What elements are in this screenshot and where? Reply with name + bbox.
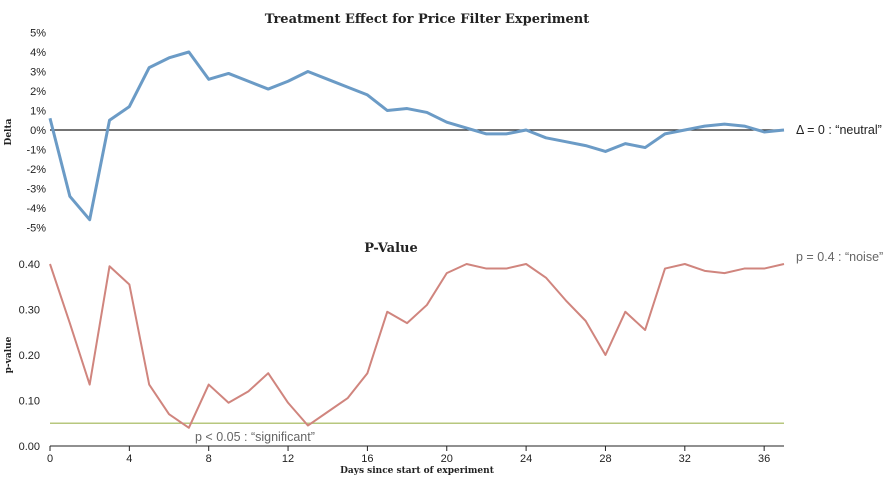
x-tick-label: 0 bbox=[47, 453, 53, 465]
top-y-tick-label: -3% bbox=[26, 184, 46, 196]
top-y-tick-label: 3% bbox=[30, 67, 46, 79]
bottom-y-tick-label: 0.30 bbox=[19, 305, 40, 317]
significant-annotation: p < 0.05 : “significant” bbox=[195, 430, 315, 444]
top-y-tick-label: 1% bbox=[30, 106, 46, 118]
x-tick-label: 8 bbox=[206, 453, 212, 465]
x-tick-label: 24 bbox=[520, 453, 532, 465]
bottom-y-tick-label: 0.10 bbox=[19, 396, 40, 408]
bottom-y-ticks: 0.40 0.30 0.20 0.10 0.00 bbox=[19, 259, 40, 453]
x-ticks: 0 4 8 12 16 20 24 28 32 36 bbox=[47, 446, 770, 465]
top-y-tick-label: 4% bbox=[30, 47, 46, 59]
bottom-chart-title: P-Value bbox=[364, 241, 418, 256]
top-y-tick-label: -5% bbox=[26, 223, 46, 235]
top-y-tick-label: -4% bbox=[26, 203, 46, 215]
x-tick-label: 16 bbox=[361, 453, 373, 465]
x-tick-label: 20 bbox=[441, 453, 453, 465]
top-y-tick-label: -1% bbox=[26, 145, 46, 157]
bottom-y-tick-label: 0.40 bbox=[19, 259, 40, 271]
bottom-y-tick-label: 0.00 bbox=[19, 441, 40, 453]
x-tick-label: 28 bbox=[599, 453, 611, 465]
x-tick-label: 32 bbox=[679, 453, 691, 465]
neutral-annotation: Δ = 0 : “neutral” bbox=[796, 123, 882, 137]
noise-annotation: p = 0.4 : “noise” bbox=[796, 250, 883, 264]
x-tick-label: 36 bbox=[758, 453, 770, 465]
bottom-y-axis-label: p-value bbox=[4, 336, 14, 373]
p-value-series-line bbox=[49, 263, 785, 429]
x-axis-label: Days since start of experiment bbox=[340, 466, 495, 476]
top-y-tick-label: 5% bbox=[30, 28, 46, 40]
top-y-ticks: 5% 4% 3% 2% 1% 0% -1% -2% -3% -4% -5% bbox=[26, 28, 46, 235]
top-y-tick-label: 0% bbox=[30, 125, 46, 137]
bottom-y-tick-label: 0.20 bbox=[19, 350, 40, 362]
delta-series-line bbox=[48, 50, 785, 222]
top-y-axis-label: Delta bbox=[4, 118, 14, 145]
top-chart-title: Treatment Effect for Price Filter Experi… bbox=[265, 12, 590, 27]
x-tick-label: 12 bbox=[282, 453, 294, 465]
top-y-tick-label: -2% bbox=[26, 164, 46, 176]
top-y-tick-label: 2% bbox=[30, 86, 46, 98]
x-tick-label: 4 bbox=[126, 453, 132, 465]
